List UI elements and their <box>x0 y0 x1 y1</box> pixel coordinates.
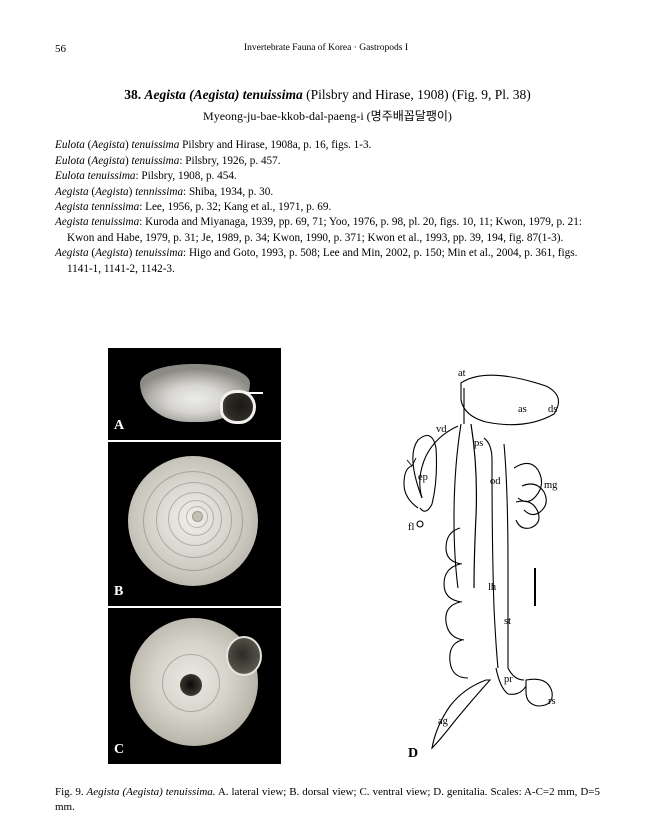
page-number: 56 <box>55 43 66 55</box>
shell-opening <box>226 636 262 676</box>
running-title: Invertebrate Fauna of Korea · Gastropods… <box>55 43 597 53</box>
panel-label-c: C <box>114 742 124 758</box>
panel-label-b: B <box>114 584 123 600</box>
diagram-label-ag: ag <box>438 716 448 727</box>
scale-bar <box>245 392 263 394</box>
diagram-label-mg: mg <box>544 480 557 491</box>
diagram-label-rs: rs <box>548 696 556 707</box>
diagram-label-vd: vd <box>436 424 447 435</box>
synonymy-list: Eulota (Aegista) tenuissima Pilsbry and … <box>55 138 600 277</box>
panel-b: B <box>108 442 281 606</box>
figure-area: A B C <box>108 348 568 762</box>
genitalia-diagram: at as ds vd ps ep od mg fl lh st pr rs a… <box>286 348 566 764</box>
entry-number: 38. <box>124 87 141 102</box>
diagram-label-ep: ep <box>418 472 428 483</box>
synonymy-item: Aegista (Aegista) tenuissima: Higo and G… <box>55 246 600 277</box>
shell-lateral <box>140 364 250 422</box>
content-block: 38. Aegista (Aegista) tenuissima (Pilsbr… <box>55 86 600 277</box>
panel-label-a: A <box>114 418 124 434</box>
photo-panels: A B C <box>108 348 281 764</box>
diagram-label-ps: ps <box>474 438 483 449</box>
diagram-label-fl: fl <box>408 522 414 533</box>
synonymy-item: Aegista tennissima: Lee, 1956, p. 32; Ka… <box>55 200 600 215</box>
shell-ventral <box>130 618 258 746</box>
page-header: 56 Invertebrate Fauna of Korea · Gastrop… <box>0 43 652 53</box>
diagram-label-as: as <box>518 404 527 415</box>
caption-species: Aegista (Aegista) tenuissima. <box>87 786 216 798</box>
diagram-label-pr: pr <box>504 674 513 685</box>
panel-label-d: D <box>408 746 418 762</box>
diagram-label-ds: ds <box>548 404 557 415</box>
synonymy-item: Aegista (Aegista) tennissima: Shiba, 193… <box>55 185 600 200</box>
species-heading: 38. Aegista (Aegista) tenuissima (Pilsbr… <box>55 86 600 104</box>
synonymy-item: Eulota (Aegista) tenuissima Pilsbry and … <box>55 138 600 153</box>
synonymy-item: Eulota tenuissima: Pilsbry, 1908, p. 454… <box>55 169 600 184</box>
diagram-label-od: od <box>490 476 501 487</box>
korean-name: Myeong-ju-bae-kkob-dal-paeng-i (명주배꼽달팽이) <box>55 107 600 124</box>
figure-caption: Fig. 9. Aegista (Aegista) tenuissima. A.… <box>55 785 600 815</box>
species-authority: (Pilsbry and Hirase, 1908) (Fig. 9, Pl. … <box>306 87 531 102</box>
species-binomial: Aegista (Aegista) tenuissima <box>145 87 303 102</box>
diagram-scale-bar <box>534 568 536 606</box>
shell-aperture <box>220 390 256 424</box>
diagram-label-lh: lh <box>488 582 496 593</box>
shell-dorsal <box>128 456 258 586</box>
panel-c: C <box>108 608 281 764</box>
synonymy-item: Eulota (Aegista) tenuissima: Pilsbry, 19… <box>55 154 600 169</box>
panel-a: A <box>108 348 281 440</box>
caption-prefix: Fig. 9. <box>55 786 87 798</box>
diagram-label-st: st <box>504 616 511 627</box>
diagram-label-at: at <box>458 368 466 379</box>
synonymy-item: Aegista tenuissima: Kuroda and Miyanaga,… <box>55 215 600 246</box>
shell-umbilicus <box>180 674 202 696</box>
